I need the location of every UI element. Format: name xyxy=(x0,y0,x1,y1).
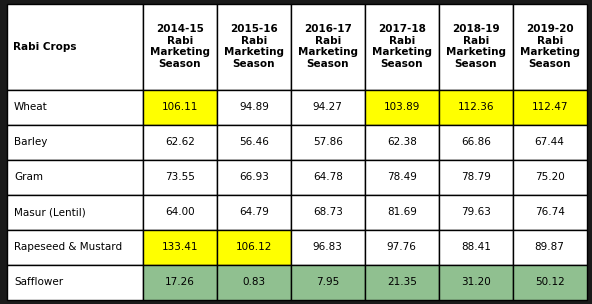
Bar xyxy=(291,90,365,125)
Bar xyxy=(291,125,365,160)
Text: 103.89: 103.89 xyxy=(384,102,420,112)
Bar xyxy=(439,90,513,125)
Text: 31.20: 31.20 xyxy=(461,277,491,287)
Text: Rabi Crops: Rabi Crops xyxy=(13,42,76,52)
Bar xyxy=(217,125,291,160)
Text: 68.73: 68.73 xyxy=(313,207,343,217)
Bar xyxy=(143,265,217,300)
Bar xyxy=(217,90,291,125)
Text: 64.00: 64.00 xyxy=(165,207,195,217)
Text: 21.35: 21.35 xyxy=(387,277,417,287)
Bar xyxy=(7,230,143,265)
Text: 88.41: 88.41 xyxy=(461,242,491,252)
Bar xyxy=(365,265,439,300)
Bar xyxy=(513,160,587,195)
Text: Rapeseed & Mustard: Rapeseed & Mustard xyxy=(14,242,122,252)
Text: 2017-18
Rabi
Marketing
Season: 2017-18 Rabi Marketing Season xyxy=(372,24,432,69)
Bar xyxy=(513,265,587,300)
Bar xyxy=(217,4,291,90)
Bar xyxy=(291,265,365,300)
Text: Barley: Barley xyxy=(14,137,47,147)
Text: 67.44: 67.44 xyxy=(535,137,565,147)
Bar xyxy=(513,90,587,125)
Text: 62.38: 62.38 xyxy=(387,137,417,147)
Text: 112.47: 112.47 xyxy=(532,102,568,112)
Text: 56.46: 56.46 xyxy=(239,137,269,147)
Text: 94.27: 94.27 xyxy=(313,102,343,112)
Bar xyxy=(217,265,291,300)
Text: 73.55: 73.55 xyxy=(165,172,195,182)
Bar xyxy=(7,195,143,230)
Text: 75.20: 75.20 xyxy=(535,172,565,182)
Text: 133.41: 133.41 xyxy=(162,242,198,252)
Text: 66.93: 66.93 xyxy=(239,172,269,182)
Text: 2019-20
Rabi
Marketing
Season: 2019-20 Rabi Marketing Season xyxy=(520,24,580,69)
Bar xyxy=(143,90,217,125)
Text: 0.83: 0.83 xyxy=(242,277,265,287)
Bar xyxy=(439,265,513,300)
Bar xyxy=(7,90,143,125)
Text: 50.12: 50.12 xyxy=(535,277,565,287)
Text: 81.69: 81.69 xyxy=(387,207,417,217)
Bar xyxy=(143,230,217,265)
Text: 78.79: 78.79 xyxy=(461,172,491,182)
Text: 106.11: 106.11 xyxy=(162,102,198,112)
Text: 89.87: 89.87 xyxy=(535,242,565,252)
Text: 94.89: 94.89 xyxy=(239,102,269,112)
Text: Safflower: Safflower xyxy=(14,277,63,287)
Bar xyxy=(439,160,513,195)
Text: 62.62: 62.62 xyxy=(165,137,195,147)
Bar xyxy=(217,195,291,230)
Bar xyxy=(7,4,143,90)
Text: 2016-17
Rabi
Marketing
Season: 2016-17 Rabi Marketing Season xyxy=(298,24,358,69)
Text: 78.49: 78.49 xyxy=(387,172,417,182)
Bar xyxy=(439,195,513,230)
Text: 57.86: 57.86 xyxy=(313,137,343,147)
Bar xyxy=(143,125,217,160)
Text: 106.12: 106.12 xyxy=(236,242,272,252)
Bar xyxy=(513,125,587,160)
Bar xyxy=(143,160,217,195)
Text: 64.79: 64.79 xyxy=(239,207,269,217)
Bar xyxy=(365,160,439,195)
Bar xyxy=(439,125,513,160)
Bar xyxy=(7,125,143,160)
Bar xyxy=(365,4,439,90)
Bar xyxy=(365,125,439,160)
Bar xyxy=(291,195,365,230)
Text: 79.63: 79.63 xyxy=(461,207,491,217)
Text: 96.83: 96.83 xyxy=(313,242,343,252)
Text: 97.76: 97.76 xyxy=(387,242,417,252)
Bar xyxy=(365,230,439,265)
Bar xyxy=(439,4,513,90)
Bar xyxy=(143,4,217,90)
Bar xyxy=(217,160,291,195)
Text: 7.95: 7.95 xyxy=(316,277,339,287)
Text: Gram: Gram xyxy=(14,172,43,182)
Bar xyxy=(513,195,587,230)
Bar xyxy=(291,230,365,265)
Text: Masur (Lentil): Masur (Lentil) xyxy=(14,207,86,217)
Bar xyxy=(513,230,587,265)
Bar xyxy=(217,230,291,265)
Bar xyxy=(439,230,513,265)
Text: 17.26: 17.26 xyxy=(165,277,195,287)
Bar xyxy=(513,4,587,90)
Text: 2014-15
Rabi
Marketing
Season: 2014-15 Rabi Marketing Season xyxy=(150,24,210,69)
Bar xyxy=(7,160,143,195)
Bar xyxy=(143,195,217,230)
Text: Wheat: Wheat xyxy=(14,102,48,112)
Text: 76.74: 76.74 xyxy=(535,207,565,217)
Bar xyxy=(365,195,439,230)
Text: 112.36: 112.36 xyxy=(458,102,494,112)
Bar xyxy=(7,265,143,300)
Bar xyxy=(365,90,439,125)
Text: 66.86: 66.86 xyxy=(461,137,491,147)
Text: 64.78: 64.78 xyxy=(313,172,343,182)
Bar xyxy=(291,160,365,195)
Bar xyxy=(291,4,365,90)
Text: 2015-16
Rabi
Marketing
Season: 2015-16 Rabi Marketing Season xyxy=(224,24,284,69)
Text: 2018-19
Rabi
Marketing
Season: 2018-19 Rabi Marketing Season xyxy=(446,24,506,69)
